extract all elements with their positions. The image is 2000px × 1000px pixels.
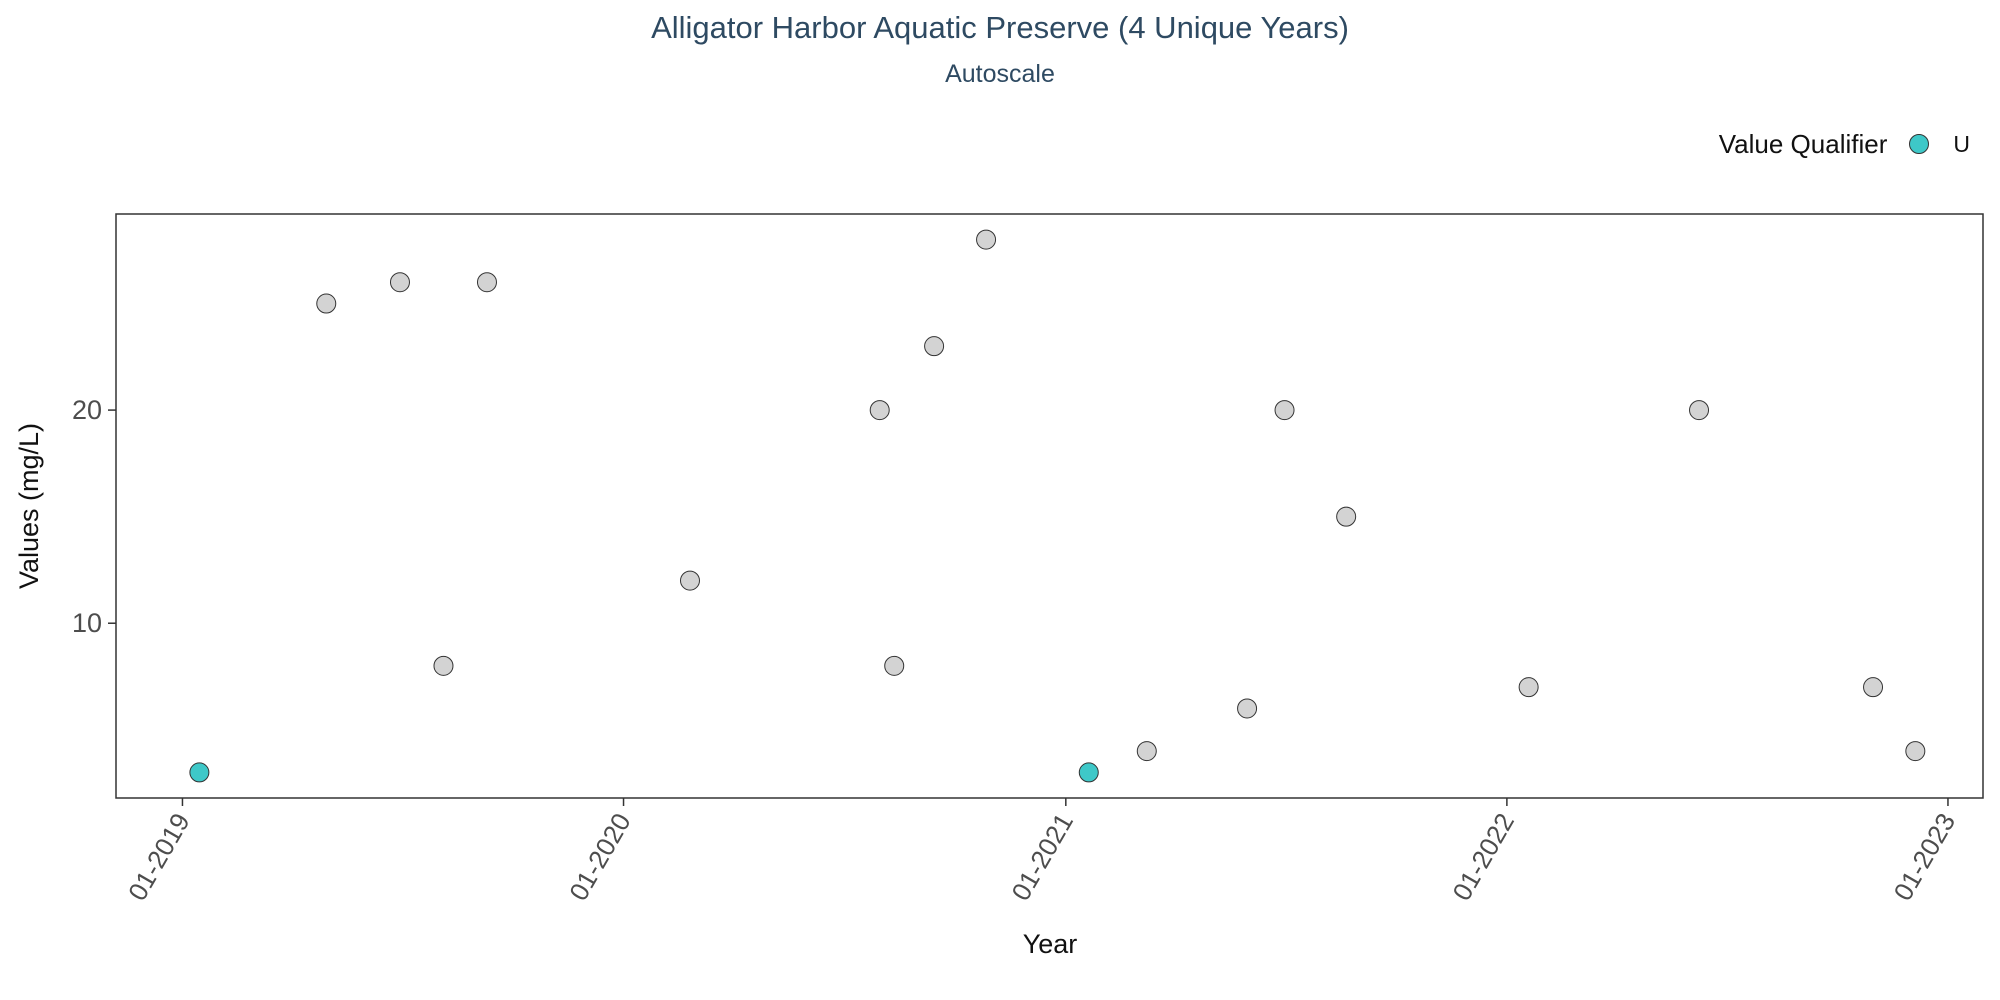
- data-point: [1136, 741, 1157, 762]
- data-point: [679, 570, 700, 591]
- data-point: [1518, 677, 1539, 698]
- chart-subtitle: Autoscale: [945, 60, 1055, 88]
- data-point-qualifier-u: [1078, 762, 1099, 783]
- data-point-qualifier-u: [189, 762, 210, 783]
- data-point: [869, 400, 890, 421]
- x-axis: 01-2019 01-2020 01-2021 01-2022 01-2023: [122, 798, 1961, 906]
- data-point: [476, 272, 497, 293]
- data-point: [433, 655, 454, 676]
- data-point: [316, 293, 337, 314]
- x-tick-label: 01-2021: [1005, 808, 1079, 906]
- chart-title: Alligator Harbor Aquatic Preserve (4 Uni…: [651, 10, 1349, 45]
- data-points: [189, 229, 1926, 783]
- legend-label-u: U: [1953, 130, 1970, 157]
- x-tick-label: 01-2022: [1446, 808, 1520, 906]
- data-point: [1336, 506, 1357, 527]
- y-axis-label: Values (mg/L): [14, 423, 44, 589]
- x-tick-label: 01-2019: [122, 808, 196, 906]
- data-point: [884, 655, 905, 676]
- data-point: [1237, 698, 1258, 719]
- data-point: [1863, 677, 1884, 698]
- data-point: [389, 272, 410, 293]
- plot-panel: [115, 213, 1984, 799]
- data-point: [924, 336, 945, 357]
- legend-key-u: [1909, 134, 1930, 154]
- x-tick-label: 01-2023: [1887, 808, 1961, 906]
- x-axis-label: Year: [1023, 929, 1078, 959]
- legend-title: Value Qualifier: [1718, 128, 1888, 159]
- x-tick-label: 01-2020: [563, 808, 637, 906]
- y-axis: 10 20: [72, 395, 116, 638]
- data-point: [1274, 400, 1295, 421]
- y-tick-label: 20: [72, 395, 102, 425]
- data-point: [1689, 400, 1710, 421]
- data-point: [976, 229, 997, 250]
- data-point: [1905, 741, 1926, 762]
- legend: Value Qualifier U: [1719, 126, 1970, 162]
- y-tick-label: 10: [72, 608, 102, 638]
